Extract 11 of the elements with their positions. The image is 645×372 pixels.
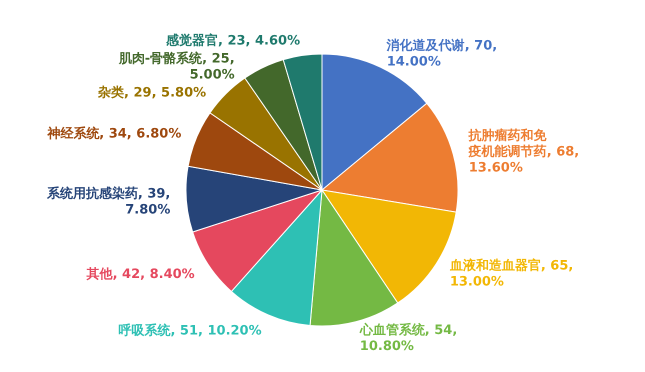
slice-label: 呼吸系统, 51, 10.20% xyxy=(118,322,262,338)
slice-label: 血液和造血器官, 65, 13.00% xyxy=(448,257,574,290)
slice-label: 消化道及代谢, 70, 14.00% xyxy=(386,38,498,70)
slice-label: 感觉器官, 23, 4.60% xyxy=(164,32,300,49)
slice-label: 杂类, 29, 5.80% xyxy=(97,86,206,101)
slice-label: 心血管系统, 54, 10.80% xyxy=(358,322,458,354)
slice-label: 神经系统, 34, 6.80% xyxy=(46,125,182,142)
slice-label: 系统用抗感染药, 39, 7.80% xyxy=(46,185,170,218)
slice-label: 其他, 42, 8.40% xyxy=(86,267,195,282)
slice-label: 抗肿瘤药和免疫机能调节药, 68, 13.60% xyxy=(468,127,580,176)
slice-label: 肌肉-骨骼系统, 25, 5.00% xyxy=(118,50,235,83)
